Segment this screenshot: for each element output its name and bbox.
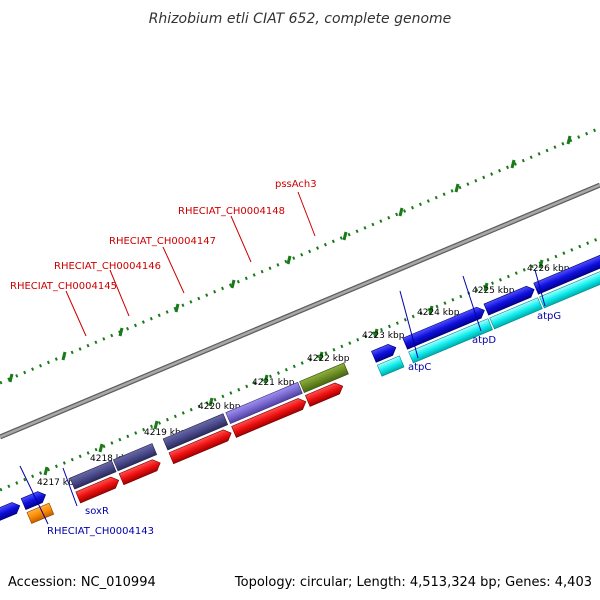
gene-red-3[interactable] (168, 428, 234, 465)
gene-label-rheciat-ch0004145[interactable]: RHECIAT_CH0004145 (10, 281, 117, 292)
gene-soxr-orange[interactable] (26, 502, 55, 524)
scale-label-4224: 4224 kbp (417, 308, 460, 318)
scale-label-4223: 4223 kbp (362, 331, 405, 341)
gene-cyan-2[interactable] (408, 318, 493, 364)
gene-left-blue-1[interactable] (0, 500, 22, 524)
gene-label-rheciat-ch0004146[interactable]: RHECIAT_CH0004146 (54, 261, 161, 272)
scale-label-4217: 4217 kbp (37, 478, 80, 488)
gene-cyan-3[interactable] (489, 297, 543, 330)
gene-cyan-4[interactable] (539, 244, 600, 309)
gene-rheciat-ch0004145[interactable] (69, 460, 117, 490)
gene-atpd-fwd[interactable] (402, 305, 487, 350)
gene-pssach3[interactable] (299, 362, 349, 393)
gene-cyan-1[interactable] (376, 355, 405, 377)
scale-label-4218: 4218 kbp (90, 454, 133, 464)
outer-tick-ring (0, 126, 600, 385)
gene-atpg-fwd[interactable] (483, 284, 537, 316)
forward-strand-features (0, 231, 600, 524)
scale-label-4220: 4220 kbp (198, 402, 241, 412)
scale-label-4219: 4219 kbp (144, 428, 187, 438)
scale-label-4226: 4226 kbp (527, 264, 570, 274)
second-track-features (26, 244, 600, 524)
gene-label-atpc[interactable]: atpC (408, 362, 431, 373)
inner-scale-ring (0, 236, 600, 492)
map-title: Rhizobium etli CIAT 652, complete genome (149, 11, 452, 27)
gene-rheciat-ch0004147[interactable] (162, 413, 229, 451)
gene-red-2[interactable] (118, 457, 162, 486)
gene-left-blue-2[interactable] (20, 489, 48, 511)
scale-label-4225: 4225 kbp (472, 286, 515, 296)
gene-red-4[interactable] (231, 396, 309, 438)
gene-red-1[interactable] (75, 475, 121, 504)
gene-red-5[interactable] (304, 381, 345, 407)
accession-text: Accession: NC_010994 (8, 575, 156, 590)
gene-label-rheciat-ch0004143[interactable]: RHECIAT_CH0004143 (47, 526, 154, 537)
gene-label-atpg[interactable]: atpG (537, 311, 561, 322)
topology-text: Topology: circular; Length: 4,513,324 bp… (234, 575, 592, 590)
gene-label-soxr[interactable]: soxR (85, 506, 109, 517)
label-leader-lines (19, 191, 546, 525)
scale-label-4222: 4222 kbp (307, 354, 350, 364)
gene-label-pssach3[interactable]: pssAch3 (275, 179, 317, 190)
scale-label-4221: 4221 kbp (252, 378, 295, 388)
gene-rheciat-ch0004148[interactable] (225, 381, 303, 424)
gene-label-rheciat-ch0004147[interactable]: RHECIAT_CH0004147 (109, 236, 216, 247)
gene-atpc-fwd[interactable] (371, 342, 398, 363)
gene-atpa-fwd[interactable] (533, 231, 600, 295)
genome-backbone (0, 182, 600, 440)
outer-major-ticks (8, 135, 572, 383)
inner-major-ticks (43, 259, 544, 476)
gene-label-atpd[interactable]: atpD (472, 335, 496, 346)
gene-label-rheciat-ch0004148[interactable]: RHECIAT_CH0004148 (178, 206, 285, 217)
gene-rheciat-ch0004146[interactable] (112, 443, 158, 472)
